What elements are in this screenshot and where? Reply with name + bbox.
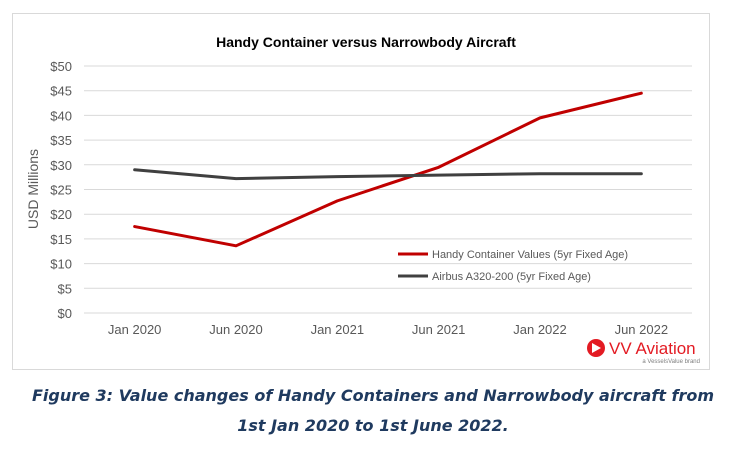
series-line-2 bbox=[133, 168, 643, 181]
vv-logo-arrow bbox=[592, 343, 601, 353]
x-tick-label: Jun 2021 bbox=[412, 322, 466, 337]
legend-label: Handy Container Values (5yr Fixed Age) bbox=[432, 249, 628, 261]
y-tick-label: $25 bbox=[50, 183, 72, 198]
x-tick-label: Jun 2022 bbox=[615, 322, 669, 337]
y-tick-label: $0 bbox=[58, 306, 72, 321]
y-tick-label: $15 bbox=[50, 232, 72, 247]
legend-label: Airbus A320-200 (5yr Fixed Age) bbox=[432, 271, 591, 283]
y-tick-label: $35 bbox=[50, 133, 72, 148]
chart-area: Handy Container versus Narrowbody Aircra… bbox=[25, 34, 700, 365]
y-tick-label: $45 bbox=[50, 84, 72, 99]
y-tick-label: $10 bbox=[50, 257, 72, 272]
series-lines bbox=[133, 91, 643, 248]
x-tick-label: Jan 2021 bbox=[311, 322, 365, 337]
y-tick-label: $20 bbox=[50, 207, 72, 222]
y-tick-label: $40 bbox=[50, 108, 72, 123]
x-tick-label: Jun 2020 bbox=[209, 322, 263, 337]
series-line-1 bbox=[133, 91, 643, 248]
y-axis-label: USD Millions bbox=[25, 149, 41, 229]
gridlines bbox=[84, 65, 692, 314]
y-tick-label: $30 bbox=[50, 158, 72, 173]
brand-tagline: a VesselsValue brand bbox=[642, 359, 700, 365]
figure-caption-line-2: 1st Jan 2020 to 1st June 2022. bbox=[237, 416, 509, 435]
vv-aviation-logo: VV Aviation a VesselsValue brand bbox=[587, 339, 700, 365]
x-tick-label: Jan 2022 bbox=[513, 322, 567, 337]
y-tick-label: $50 bbox=[50, 59, 72, 74]
chart-title: Handy Container versus Narrowbody Aircra… bbox=[216, 34, 516, 50]
y-tick-label: $5 bbox=[58, 281, 72, 296]
brand-name: VV Aviation bbox=[609, 339, 696, 358]
legend: Handy Container Values (5yr Fixed Age) Ai… bbox=[398, 249, 628, 283]
x-tick-labels: Jan 2020 Jun 2020 Jan 2021 Jun 2021 Jan 2022… bbox=[108, 322, 668, 337]
figure-caption-line-1: Figure 3: Value changes of Handy Contain… bbox=[31, 386, 715, 405]
x-tick-label: Jan 2020 bbox=[108, 322, 162, 337]
y-tick-labels: $0 $5 $10 $15 $20 $25 $30 $35 $40 $45 $50 bbox=[50, 59, 72, 321]
